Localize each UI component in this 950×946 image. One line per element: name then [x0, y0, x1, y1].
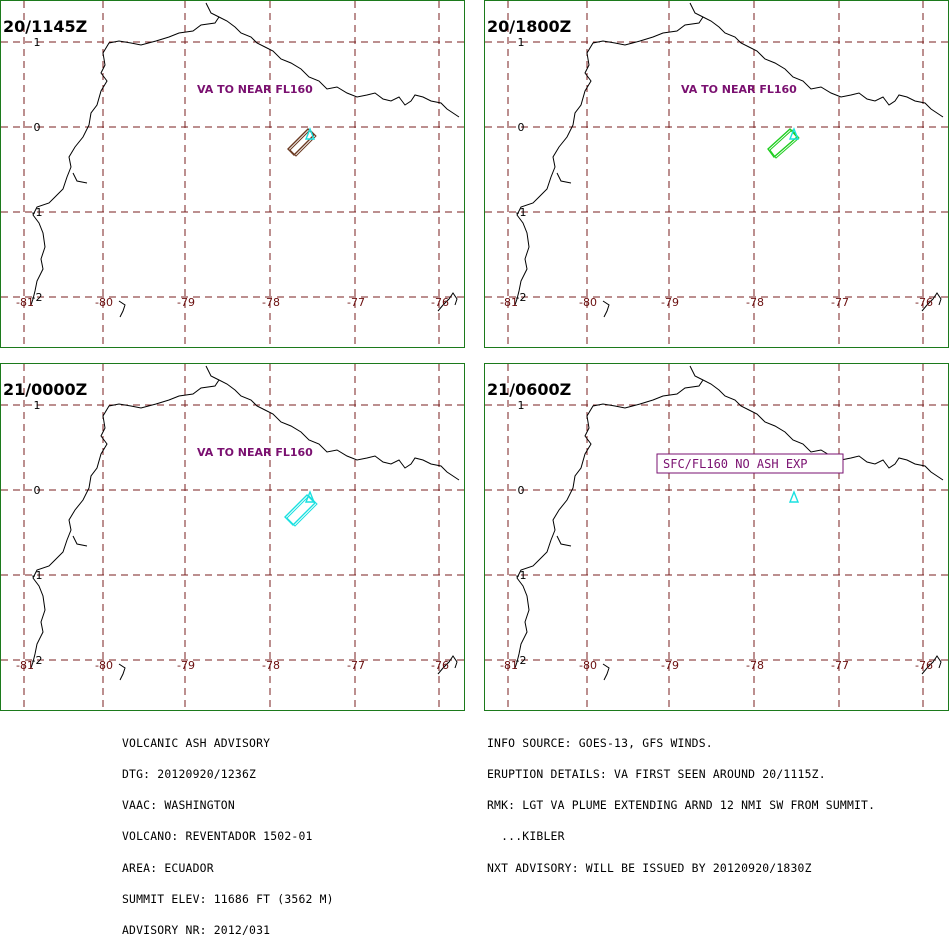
advisory-header-text: VOLCANIC ASH ADVISORY DTG: 20120920/1236… — [122, 717, 462, 946]
lon-label: -77 — [831, 659, 849, 672]
lat-label: 0 — [34, 121, 41, 134]
advisory-line: NXT ADVISORY: WILL BE ISSUED BY 20120920… — [487, 860, 812, 875]
lon-label: -78 — [746, 659, 764, 672]
lat-label: -2 — [32, 654, 43, 667]
lon-label: -78 — [262, 659, 280, 672]
lon-label: -80 — [579, 659, 597, 672]
volcano-summit-icon — [788, 127, 800, 140]
coastline — [30, 2, 460, 318]
advisory-line: AREA: ECUADOR — [122, 860, 214, 875]
advisory-line: VOLCANO: REVENTADOR 1502-01 — [122, 829, 313, 844]
panel-4: 1 0 -1 -2 -81 -80 -79 -78 -77 -76 SFC/FL160 NO ASH… — [484, 363, 950, 712]
panel-1: 1 0 -1 -2 -81 -80 -79 -78 -77 -76 VA TO NEAR FL160… — [0, 0, 466, 349]
lon-label: -76 — [431, 296, 449, 309]
lat-label: 1 — [518, 36, 525, 49]
volcano-summit-icon — [304, 490, 316, 503]
map-2: 1 0 -1 -2-81 -80 -79 -78 -77 -76 VA TO NEAR FL160 — [485, 1, 950, 349]
lon-label: -80 — [579, 296, 597, 309]
volcano-summit-icon — [304, 127, 316, 140]
advisory-line: VOLCANIC ASH ADVISORY — [122, 735, 271, 750]
lat-label: -1 — [516, 569, 527, 582]
map-3: 1 0 -1 -2-81 -80 -79 -78 -77 -76 VA TO NEAR FL160 — [1, 364, 466, 712]
lat-label: 0 — [34, 484, 41, 497]
lon-label: -76 — [915, 659, 933, 672]
lon-label: -77 — [347, 296, 365, 309]
lon-label: -80 — [95, 296, 113, 309]
lon-label: -81 — [16, 296, 34, 309]
lon-label: -79 — [661, 659, 679, 672]
lon-label: -79 — [661, 296, 679, 309]
lat-label: -2 — [516, 291, 527, 304]
coastline — [514, 365, 944, 681]
annotation-box — [656, 453, 844, 474]
map-4: 1 0 -1 -2-81 -80 -79 -78 -77 -76 SFC/FL160 NO ASH… — [485, 364, 950, 712]
lat-label: 0 — [518, 484, 525, 497]
lon-label: -79 — [177, 296, 195, 309]
lon-label: -79 — [177, 659, 195, 672]
ash-plume-polygon — [284, 494, 316, 526]
advisory-line: ADVISORY NR: 2012/031 — [122, 923, 271, 938]
lon-label: -77 — [831, 296, 849, 309]
ash-annotation: VA TO NEAR FL160 — [197, 83, 313, 96]
advisory-line: ...KIBLER — [487, 829, 565, 844]
lat-label: -1 — [32, 206, 43, 219]
lat-label: 1 — [34, 399, 41, 412]
ash-plume-polygon-inner — [286, 495, 318, 527]
lon-label: -78 — [746, 296, 764, 309]
panel-time: 21/0600Z — [487, 380, 572, 399]
ash-plume-polygon — [287, 128, 315, 156]
lon-label: -76 — [431, 659, 449, 672]
panel-time: 20/1800Z — [487, 17, 572, 36]
panel-2: 1 0 -1 -2 -81 -80 -79 -78 -77 -76 VA TO NEAR FL160… — [484, 0, 950, 349]
lat-label: -1 — [32, 569, 43, 582]
advisory-line: ERUPTION DETAILS: VA FIRST SEEN AROUND 2… — [487, 767, 826, 782]
ash-plume-polygon-inner — [769, 129, 800, 159]
advisory-line: RMK: LGT VA PLUME EXTENDING ARND 12 NMI … — [487, 798, 876, 813]
coastline — [514, 2, 944, 318]
lat-label: 1 — [518, 399, 525, 412]
ash-annotation: VA TO NEAR FL160 — [681, 83, 797, 96]
advisory-details-text: INFO SOURCE: GOES-13, GFS WINDS. ERUPTIO… — [487, 717, 937, 884]
advisory-line: INFO SOURCE: GOES-13, GFS WINDS. — [487, 735, 713, 750]
advisory-line: SUMMIT ELEV: 11686 FT (3562 M) — [122, 891, 334, 906]
panel-3: 1 0 -1 -2 -81 -80 -79 -78 -77 -76 VA TO NEAR FL160… — [0, 363, 466, 712]
lon-label: -78 — [262, 296, 280, 309]
lon-label: -76 — [915, 296, 933, 309]
lon-label: -81 — [500, 659, 518, 672]
map-1: 1 0 -1 -2-81 -80 -79 -78 -77 -76 VA TO NEAR FL160 — [1, 1, 466, 349]
lon-label: -81 — [500, 296, 518, 309]
advisory-line: DTG: 20120920/1236Z — [122, 767, 257, 782]
lon-label: -81 — [16, 659, 34, 672]
lat-label: 1 — [34, 36, 41, 49]
lat-label: -2 — [516, 654, 527, 667]
lat-label: 0 — [518, 121, 525, 134]
ash-annotation: SFC/FL160 NO ASH EXP — [663, 457, 808, 471]
ash-plume-polygon-inner — [289, 129, 317, 157]
ash-annotation: VA TO NEAR FL160 — [197, 446, 313, 459]
lon-label: -77 — [347, 659, 365, 672]
coastline — [30, 365, 460, 681]
panel-time: 20/1145Z — [3, 17, 88, 36]
lat-label: -1 — [516, 206, 527, 219]
panel-time: 21/0000Z — [3, 380, 88, 399]
volcano-summit-icon — [788, 490, 800, 503]
lat-label: -2 — [32, 291, 43, 304]
advisory-line: VAAC: WASHINGTON — [122, 798, 235, 813]
lon-label: -80 — [95, 659, 113, 672]
